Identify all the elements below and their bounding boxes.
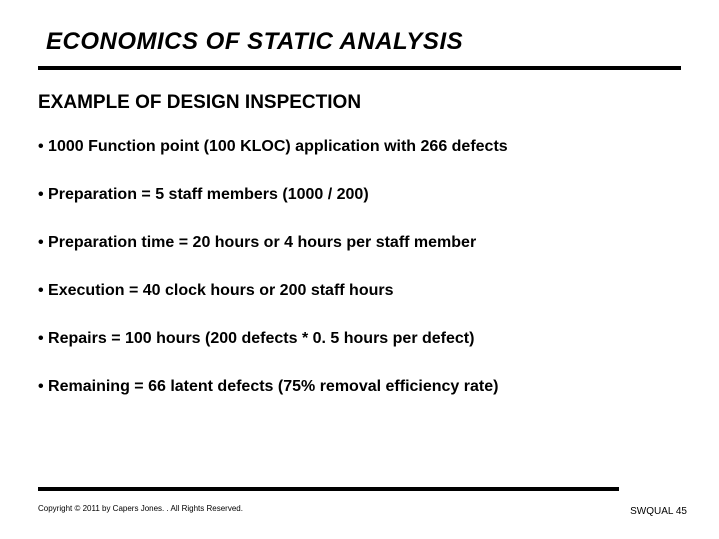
bullet-item: • Execution = 40 clock hours or 200 staf…: [38, 282, 681, 300]
bullet-item: • Preparation = 5 staff members (1000 / …: [38, 186, 681, 204]
title-rule: [38, 66, 681, 70]
page-title: ECONOMICS OF STATIC ANALYSIS: [38, 28, 681, 56]
bullet-item: • Preparation time = 20 hours or 4 hours…: [38, 234, 681, 252]
bottom-rule: [38, 487, 619, 491]
bullet-item: • Repairs = 100 hours (200 defects * 0. …: [38, 330, 681, 348]
subtitle: EXAMPLE OF DESIGN INSPECTION: [38, 92, 681, 114]
bullet-item: • 1000 Function point (100 KLOC) applica…: [38, 138, 681, 156]
bullet-item: • Remaining = 66 latent defects (75% rem…: [38, 378, 681, 396]
slide-id: SWQUAL 45: [630, 506, 687, 517]
copyright-text: Copyright © 2011 by Capers Jones. . All …: [38, 504, 243, 513]
